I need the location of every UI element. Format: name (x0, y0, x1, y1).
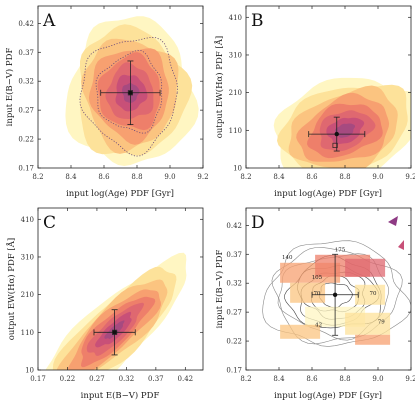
xtick-label: 9.2 (405, 375, 415, 383)
panel-c-plot (45, 252, 187, 370)
panel-b: B 8.2 8.4 8.6 8.8 9.0 9.2 10 110 210 310 410 input… (213, 5, 415, 199)
panel-a-xlabel: input log(Age) PDF [Gyr] (66, 188, 174, 199)
best-fit-point (112, 330, 117, 335)
panel-b-plot (273, 77, 411, 168)
xtick-label: 8.2 (32, 173, 43, 181)
contour-label: 175 (335, 247, 346, 253)
contour-label: 70 (313, 291, 320, 297)
ytick-label: 0.27 (226, 309, 242, 317)
xtick-label: 0.27 (89, 375, 105, 383)
xtick-label: 9.2 (405, 173, 415, 181)
xtick-label: 9.0 (164, 173, 175, 181)
panel-c-ticks: 0.17 0.22 0.27 0.32 0.37 0.42 10 110 210 310 410 (21, 208, 203, 383)
ytick-label: 0.27 (18, 107, 34, 115)
heatmap-marker (388, 216, 398, 226)
ytick-label: 0.17 (18, 165, 34, 173)
ytick-label: 10 (233, 165, 242, 173)
panel-d: 140 175 105 70 70 42 79 D 8.2 8.4 8.6 8.8 9.0 9.2 0.… (214, 207, 415, 401)
xtick-label: 8.2 (240, 375, 251, 383)
xtick-label: 8.4 (273, 173, 285, 181)
ytick-label: 110 (229, 127, 242, 135)
ytick-label: 210 (229, 89, 242, 97)
panel-a: A 8.2 8.4 8.6 8.8 9.0 9.2 0.17 0.22 0.27 0.32 0.37… (4, 5, 209, 199)
ytick-label: 0.42 (18, 20, 34, 28)
best-fit-point (128, 90, 133, 95)
xtick-label: 8.6 (98, 173, 110, 181)
panel-d-frame (245, 207, 412, 371)
contour-label: 42 (315, 323, 322, 329)
heatmap-marker (398, 240, 404, 250)
ytick-label: 210 (21, 291, 34, 299)
best-fit-point (332, 292, 338, 297)
contour-label: 79 (378, 320, 385, 326)
ytick-label: 310 (229, 51, 242, 59)
true-value-marker (332, 142, 338, 148)
panel-c-label: C (43, 213, 56, 233)
xtick-label: 8.2 (240, 173, 251, 181)
xtick-label: 0.22 (60, 375, 76, 383)
panel-b-ticks: 8.2 8.4 8.6 8.8 9.0 9.2 10 110 210 310 410 (229, 6, 415, 181)
panel-a-ticks: 8.2 8.4 8.6 8.8 9.0 9.2 0.17 0.22 0.27 0.32 0.37 0.… (18, 6, 209, 181)
ytick-label: 0.37 (226, 251, 242, 259)
panel-a-ylabel: input E(B−V) PDF (4, 48, 15, 127)
xtick-label: 8.8 (339, 173, 350, 181)
best-fit-point (334, 131, 339, 137)
ytick-label: 410 (229, 14, 242, 22)
panel-b-frame (245, 5, 412, 169)
xtick-label: 8.8 (339, 375, 350, 383)
ytick-label: 110 (21, 329, 34, 337)
panel-a-label: A (42, 11, 56, 31)
true-value-marker (112, 329, 118, 335)
contour-label: 105 (312, 275, 323, 281)
panel-a-plot (65, 16, 199, 167)
contour-label: 140 (282, 255, 293, 261)
heatmap-patch (290, 282, 326, 303)
panel-b-ylabel: output EW(Hα) PDF [Å] (213, 36, 225, 138)
ytick-label: 0.22 (18, 136, 34, 144)
xtick-label: 0.42 (178, 375, 194, 383)
xtick-label: 8.4 (273, 375, 285, 383)
ytick-label: 0.32 (226, 280, 242, 288)
xtick-label: 9.0 (372, 375, 383, 383)
panel-c-xlabel: input E(B−V) PDF (81, 390, 160, 401)
xtick-label: 8.6 (306, 375, 318, 383)
heatmap-patch (345, 312, 391, 335)
contour-label: 70 (370, 291, 377, 297)
ytick-label: 0.22 (226, 338, 242, 346)
ytick-label: 310 (21, 253, 34, 261)
panel-a-frame (37, 5, 204, 169)
heatmap-patch (355, 284, 386, 305)
heatmap-patch (345, 258, 386, 277)
ytick-label: 10 (25, 367, 34, 375)
panel-b-xlabel: input log(Age) PDF [Gyr] (274, 188, 382, 199)
xtick-label: 8.4 (65, 173, 77, 181)
panel-c-ylabel: output EW(Hα) PDF [Å] (5, 238, 17, 340)
ytick-label: 0.37 (18, 49, 34, 57)
true-value-marker (127, 90, 133, 96)
xtick-label: 9.2 (197, 173, 208, 181)
panel-c-frame (37, 207, 204, 371)
panel-d-ylabel: input E(B−V) PDF (214, 250, 225, 329)
xtick-label: 0.37 (148, 375, 164, 383)
ytick-label: 0.42 (226, 222, 242, 230)
panel-c: C 0.17 0.22 0.27 0.32 0.37 0.42 10 110 210 310 410… (5, 207, 204, 401)
panel-d-ticks: 8.2 8.4 8.6 8.8 9.0 9.2 0.17 0.22 0.27 0.32 0.37 0.… (226, 208, 415, 383)
heatmap-patch (280, 324, 321, 339)
xtick-label: 8.8 (131, 173, 142, 181)
panel-d-label: D (251, 213, 265, 233)
panel-b-label: B (251, 11, 264, 31)
xtick-label: 8.6 (306, 173, 318, 181)
panel-d-plot: 140 175 105 70 70 42 79 (262, 216, 411, 347)
xtick-label: 0.32 (119, 375, 135, 383)
ytick-label: 410 (21, 216, 34, 224)
xtick-label: 0.17 (30, 375, 46, 383)
ytick-label: 0.32 (18, 78, 34, 86)
panel-d-xlabel: input log(Age) PDF [Gyr] (274, 390, 382, 401)
heatmap-patch (355, 334, 391, 345)
xtick-label: 9.0 (372, 173, 383, 181)
ytick-label: 0.17 (226, 367, 242, 375)
